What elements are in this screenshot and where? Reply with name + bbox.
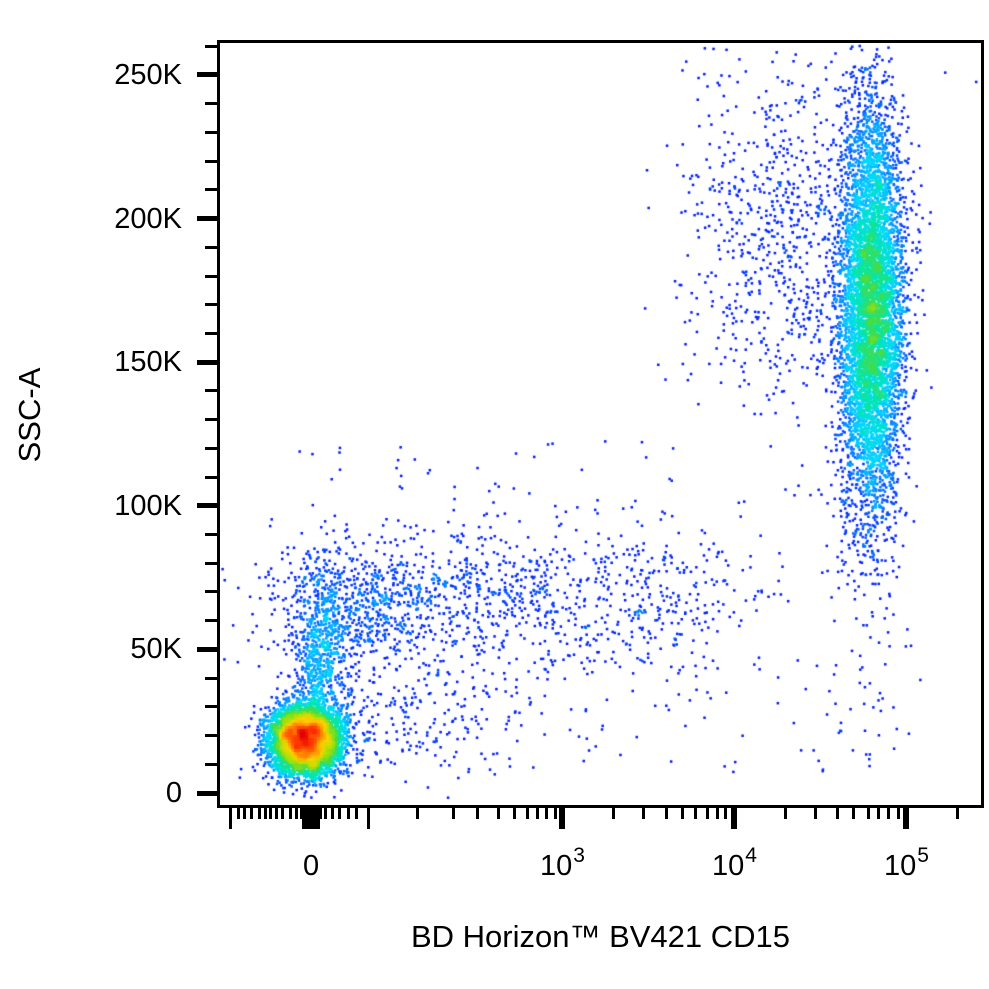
y-minor-tick [205,762,217,766]
y-major-tick [197,503,217,509]
x-minor-tick [306,808,310,819]
x-minor-tick [525,808,529,819]
y-tick-label: 200K [114,202,182,235]
x-minor-tick [896,808,900,819]
x-tick-label-base: 10 [884,850,917,882]
x-minor-tick [300,808,304,819]
x-tall-minor-tick [366,808,370,829]
x-minor-tick [536,808,540,819]
x-minor-tick [836,808,840,819]
x-minor-tick [250,808,254,819]
x-tick-label-exponent: 5 [917,844,929,867]
x-minor-tick [275,808,279,819]
x-minor-tick [324,808,328,819]
x-minor-tick [513,808,517,819]
x-tick-label: 105 [846,844,966,886]
y-minor-tick [205,533,217,536]
y-axis-title: SSC-A [12,367,47,463]
x-minor-tick [294,808,298,819]
x-tick-label: 104 [674,844,794,886]
x-minor-tick [269,808,273,819]
y-minor-tick [205,446,217,450]
x-tick-label: 0 [251,849,371,883]
x-tall-minor-tick [228,808,232,829]
y-minor-tick [205,102,217,106]
x-minor-tick [355,808,359,819]
y-major-tick [197,359,217,365]
x-minor-tick [877,808,881,819]
y-minor-tick [205,734,217,738]
y-minor-tick [205,590,217,594]
x-major-tick [902,808,909,829]
x-minor-tick [263,808,267,819]
y-minor-tick [205,619,217,623]
x-minor-tick [288,808,292,819]
x-tick-label: 103 [502,844,622,886]
y-tick-label: 150K [114,346,182,379]
x-minor-tick [866,808,870,819]
x-tick-label-base: 10 [711,850,745,882]
y-minor-tick [205,676,217,680]
x-minor-tick [664,808,668,819]
x-minor-tick [784,808,788,819]
y-minor-tick [205,561,217,565]
x-minor-tick [236,808,240,819]
x-minor-tick [612,808,616,819]
x-minor-tick [451,808,455,819]
y-tick-label: 0 [165,777,182,810]
plot-area [217,40,984,808]
x-minor-tick [705,808,709,819]
y-major-tick [197,790,217,796]
x-major-tick [558,808,565,829]
x-minor-tick [243,808,247,819]
y-tick-label: 50K [130,633,182,666]
x-minor-tick [724,808,728,819]
x-minor-tick [545,808,549,819]
y-minor-tick [205,188,217,192]
y-minor-tick [205,245,217,249]
x-minor-tick [496,808,500,819]
x-minor-tick [415,808,419,819]
y-minor-tick [205,475,217,479]
y-major-tick [197,646,217,652]
x-minor-tick [852,808,856,819]
scatter-canvas [220,43,981,805]
y-minor-tick [205,130,217,134]
x-minor-tick [331,808,335,819]
y-minor-tick [205,418,217,422]
x-minor-tick [475,808,479,819]
x-minor-tick [887,808,891,819]
x-tick-label-base: 10 [540,850,573,882]
x-minor-tick [694,808,698,819]
x-minor-tick [338,808,342,819]
y-major-tick [197,72,217,78]
x-minor-tick [553,808,557,819]
y-minor-tick [205,159,217,163]
y-major-tick [197,216,217,222]
y-minor-tick [205,705,217,709]
x-major-tick [730,808,737,829]
x-minor-tick [642,808,646,819]
x-minor-tick [346,808,350,819]
x-axis-title: BD Horizon™ BV421 CD15 [410,919,791,954]
x-tick-label-exponent: 4 [745,844,757,867]
x-minor-tick [318,808,322,819]
y-minor-tick [205,44,217,48]
y-tick-label: 250K [114,58,182,91]
y-tick-label: 100K [114,489,182,522]
x-minor-tick [715,808,719,819]
y-minor-tick [205,331,217,335]
x-minor-tick [814,808,818,819]
x-minor-tick [281,808,285,819]
y-minor-tick [205,303,217,307]
x-tick-label-base: 0 [302,850,320,882]
x-minor-tick [956,808,960,819]
y-minor-tick [205,274,217,278]
y-minor-tick [205,389,217,393]
x-minor-tick [680,808,684,819]
x-minor-tick [257,808,261,819]
x-major-tick [302,808,321,829]
x-tick-label-exponent: 3 [573,844,585,867]
